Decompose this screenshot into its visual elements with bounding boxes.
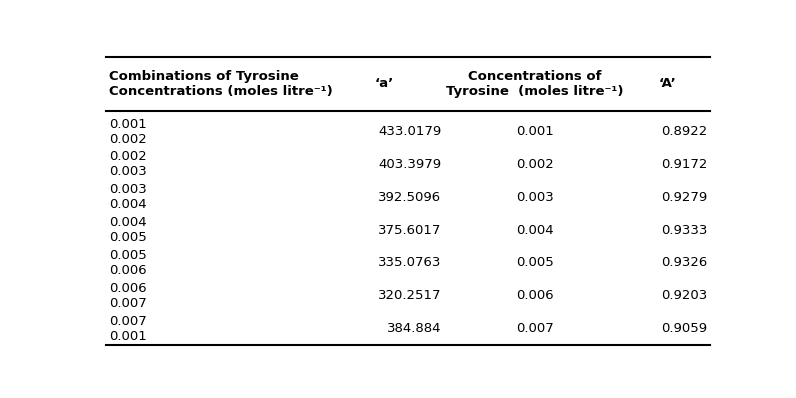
Text: 0.004
0.005: 0.004 0.005	[109, 216, 146, 244]
Text: 0.001
0.002: 0.001 0.002	[109, 117, 146, 146]
Text: 384.884: 384.884	[387, 322, 441, 335]
Text: 392.5096: 392.5096	[378, 191, 441, 204]
Text: 335.0763: 335.0763	[378, 256, 441, 269]
Text: 0.8922: 0.8922	[661, 125, 707, 138]
Text: 0.9333: 0.9333	[661, 224, 707, 236]
Text: 0.9326: 0.9326	[661, 256, 707, 269]
Text: 0.006: 0.006	[516, 289, 554, 302]
Text: ‘A’: ‘A’	[659, 77, 677, 90]
Text: 0.002: 0.002	[516, 158, 554, 171]
Text: 433.0179: 433.0179	[378, 125, 441, 138]
Text: 0.007: 0.007	[516, 322, 554, 335]
Text: 0.9279: 0.9279	[661, 191, 707, 204]
Text: 0.005: 0.005	[516, 256, 554, 269]
Text: 0.005
0.006: 0.005 0.006	[109, 249, 146, 277]
Text: Combinations of Tyrosine
Concentrations (moles litre⁻¹): Combinations of Tyrosine Concentrations …	[109, 70, 333, 98]
Text: 0.006
0.007: 0.006 0.007	[109, 282, 146, 310]
Text: 0.003
0.004: 0.003 0.004	[109, 183, 146, 211]
Text: Concentrations of
Tyrosine  (moles litre⁻¹): Concentrations of Tyrosine (moles litre⁻…	[447, 70, 623, 98]
Text: 0.002
0.003: 0.002 0.003	[109, 150, 146, 178]
Text: 320.2517: 320.2517	[377, 289, 441, 302]
Text: 0.004: 0.004	[516, 224, 554, 236]
Text: 0.001: 0.001	[516, 125, 554, 138]
Text: 0.9203: 0.9203	[661, 289, 707, 302]
Text: 0.007
0.001: 0.007 0.001	[109, 314, 146, 343]
Text: 0.003: 0.003	[516, 191, 554, 204]
Text: ‘a’: ‘a’	[374, 77, 393, 90]
Text: 375.6017: 375.6017	[378, 224, 441, 236]
Text: 403.3979: 403.3979	[378, 158, 441, 171]
Text: 0.9059: 0.9059	[661, 322, 707, 335]
Text: 0.9172: 0.9172	[661, 158, 707, 171]
